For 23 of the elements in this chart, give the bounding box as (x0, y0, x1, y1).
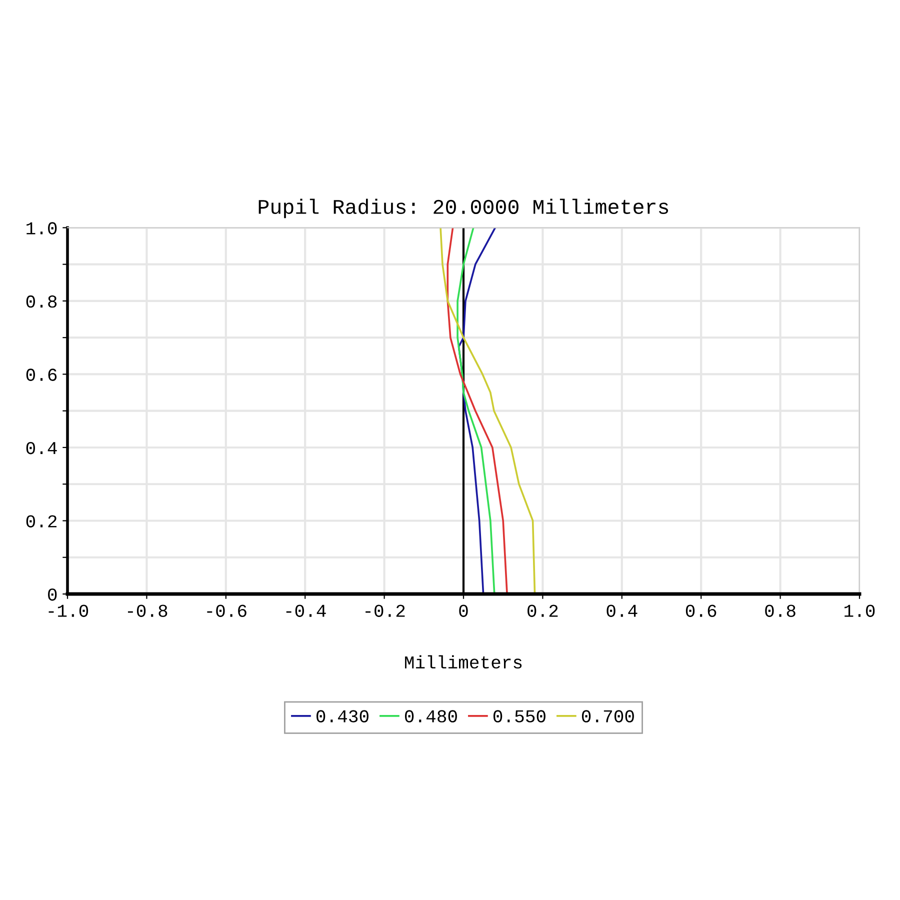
y-tick-label: 0.6 (26, 368, 57, 381)
legend-label: 0.480 (404, 710, 457, 722)
y-tick-label: 0 (48, 588, 57, 601)
x-tick-label: -0.6 (207, 604, 246, 617)
x-tick-label: -0.4 (286, 604, 326, 617)
y-tick-label: 0.8 (26, 295, 57, 308)
x-tick-label: 0.4 (606, 604, 638, 617)
x-tick-label: -1.0 (48, 604, 88, 617)
chart-title: Pupil Radius: 20.0000 Millimeters (258, 198, 668, 218)
x-tick-label: 0.8 (765, 604, 796, 617)
x-tick-label: 0 (459, 604, 468, 617)
x-tick-label: 1.0 (844, 604, 875, 617)
legend-label: 0.700 (582, 710, 634, 722)
x-tick-label: 0.2 (528, 604, 558, 617)
y-tick-label: 1.0 (26, 222, 57, 234)
y-tick-label: 0.4 (26, 442, 57, 454)
x-axis-title: Millimeters (405, 655, 522, 669)
x-tick-label: -0.8 (128, 604, 168, 617)
x-tick-label: 0.6 (686, 604, 716, 617)
legend-label: 0.550 (493, 710, 546, 722)
y-tick-label: 0.2 (26, 515, 56, 528)
x-tick-label: -0.2 (366, 604, 405, 617)
legend-label: 0.430 (316, 710, 368, 722)
